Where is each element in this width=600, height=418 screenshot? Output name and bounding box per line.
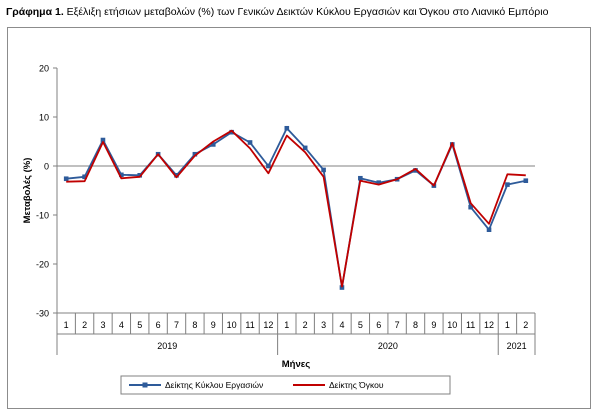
- legend-label: Δείκτης Όγκου: [329, 380, 384, 390]
- data-point: [358, 175, 363, 181]
- month-label: 5: [137, 320, 142, 330]
- data-point: [376, 180, 382, 185]
- data-point: [210, 142, 216, 147]
- series-line-2: [66, 129, 526, 288]
- data-point: [468, 204, 473, 210]
- series-line-1: [66, 127, 526, 289]
- y-tick-label: -30: [36, 309, 49, 319]
- data-point: [321, 167, 326, 173]
- data-point: [486, 227, 492, 232]
- month-label: 11: [466, 320, 475, 330]
- legend-label: Δείκτης Κύκλου Εργασιών: [165, 380, 263, 390]
- month-label: 11: [245, 320, 254, 330]
- caption-text: Εξέλιξη ετήσιων μεταβολών (%) των Γενικώ…: [66, 6, 549, 18]
- month-label: 10: [227, 320, 237, 330]
- month-label: 1: [64, 320, 69, 330]
- series-layer: [63, 125, 529, 290]
- month-label: 5: [358, 320, 363, 330]
- month-label: 12: [484, 320, 494, 330]
- legend-marker: [142, 382, 148, 388]
- y-axis-title: Μεταβολές (%): [22, 158, 33, 224]
- caption-label: Γράφημα 1.: [6, 6, 64, 18]
- month-label: 7: [395, 320, 400, 330]
- data-point: [137, 173, 143, 178]
- year-label: 2021: [507, 341, 527, 351]
- month-label: 10: [447, 320, 457, 330]
- month-label: 4: [339, 320, 344, 330]
- month-label: 2: [303, 320, 308, 330]
- data-point: [302, 145, 308, 151]
- data-point: [505, 182, 510, 187]
- month-label: 4: [119, 320, 124, 330]
- month-label: 7: [174, 320, 179, 330]
- chart-caption: Γράφημα 1. Εξέλιξη ετήσιων μεταβολών (%)…: [6, 6, 548, 18]
- year-label: 2020: [378, 341, 398, 351]
- month-label: 3: [100, 320, 105, 330]
- month-label: 9: [431, 320, 436, 330]
- y-tick-label: -10: [36, 211, 49, 221]
- month-label: 8: [413, 320, 418, 330]
- y-tick-label: 10: [39, 113, 49, 123]
- month-label: 1: [284, 320, 289, 330]
- data-point: [63, 176, 69, 182]
- data-point: [192, 151, 198, 157]
- data-point: [339, 285, 345, 290]
- month-label: 2: [523, 320, 528, 330]
- legend-box: [120, 375, 451, 395]
- data-point: [119, 172, 124, 178]
- year-label: 2019: [157, 341, 177, 351]
- data-point: [174, 173, 179, 178]
- y-tick-label: 20: [39, 64, 49, 74]
- data-point: [82, 174, 87, 180]
- month-label: 1: [505, 320, 510, 330]
- data-point: [247, 140, 253, 145]
- legend: Δείκτης Κύκλου Εργασιών Δείκτης Όγκου: [120, 375, 451, 395]
- month-label: 6: [156, 320, 161, 330]
- data-point: [413, 168, 418, 173]
- y-tick-label: 0: [44, 162, 49, 172]
- data-point: [266, 163, 271, 169]
- month-label: 12: [263, 320, 273, 330]
- month-label: 9: [211, 320, 216, 330]
- month-label: 8: [192, 320, 197, 330]
- month-label: 3: [321, 320, 326, 330]
- month-label: 2: [82, 320, 87, 330]
- x-axis-title: Μήνες: [282, 359, 311, 370]
- month-label: 6: [376, 320, 381, 330]
- data-point: [229, 129, 234, 135]
- chart-frame: [7, 27, 591, 409]
- data-point: [523, 178, 529, 183]
- y-tick-label: -20: [36, 260, 49, 270]
- data-point: [100, 137, 106, 143]
- data-point: [284, 125, 290, 131]
